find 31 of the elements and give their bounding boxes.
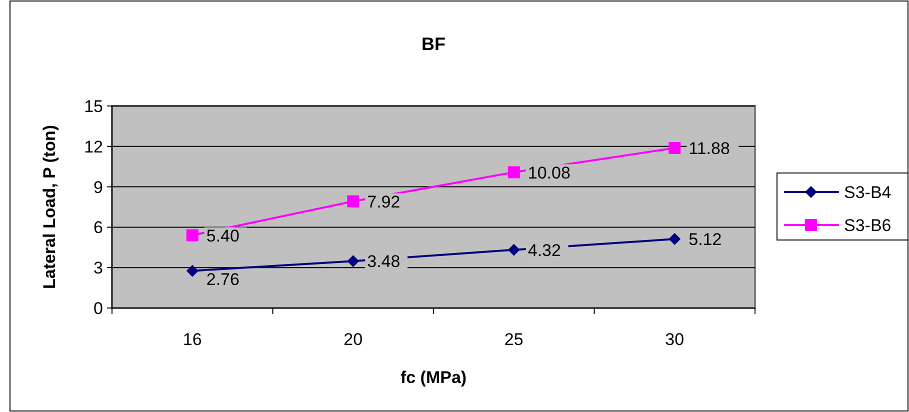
legend-label: S3-B4 xyxy=(844,182,892,202)
text: 4.32 xyxy=(528,240,561,260)
y-tick-label: 3 xyxy=(94,258,103,278)
text: 3.48 xyxy=(367,252,400,272)
legend-label: S3-B6 xyxy=(844,216,892,235)
point xyxy=(668,142,681,154)
text: 10.08 xyxy=(528,163,570,182)
x-tick-label: 25 xyxy=(504,330,524,349)
point xyxy=(186,264,198,277)
point xyxy=(508,166,520,178)
point xyxy=(508,244,520,256)
x-tick-label: 20 xyxy=(344,330,363,349)
point xyxy=(668,233,681,246)
y-tick-label: 12 xyxy=(84,137,103,156)
x-axis-title: fc (MPa) xyxy=(400,368,467,387)
x-tick-label: 30 xyxy=(665,330,684,349)
text: 11.88 xyxy=(688,139,730,158)
y-tick-label: 15 xyxy=(84,96,103,116)
y-tick-label: 0 xyxy=(94,298,103,318)
y-tick-label: 9 xyxy=(94,178,103,197)
chart-title: BF xyxy=(422,34,446,54)
point xyxy=(186,229,198,242)
y-tick-label: 6 xyxy=(94,218,103,238)
text: 5.40 xyxy=(206,226,240,246)
x-tick-label: 16 xyxy=(182,330,202,349)
text: 5.12 xyxy=(688,230,722,250)
text: 7.92 xyxy=(367,192,400,212)
point xyxy=(347,195,360,208)
y-axis-title: Lateral Load, P (ton) xyxy=(40,124,59,290)
text: 2.76 xyxy=(206,270,240,289)
point xyxy=(347,255,360,268)
